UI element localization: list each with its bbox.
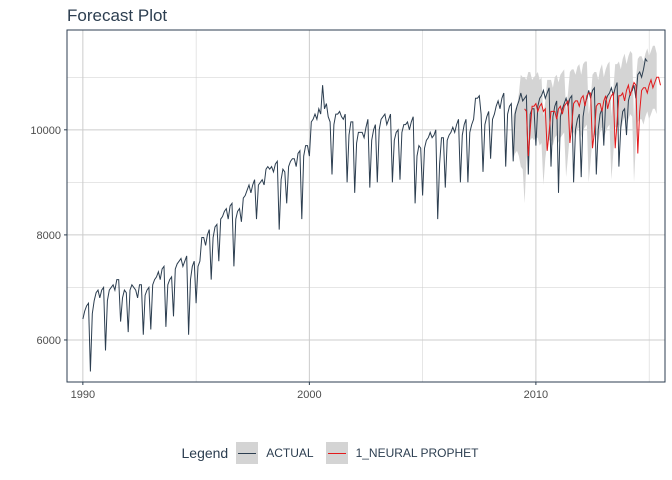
actual-series-line (82, 57, 648, 372)
y-tick-label: 10000 (30, 125, 61, 137)
forecast-plot: 6000 8000 10000 1990 2000 2010 (30, 29, 666, 401)
legend: Legend ACTUAL 1_NEURAL PROPHET (0, 442, 672, 464)
legend-key-actual (236, 442, 259, 464)
x-tick-label: 1990 (71, 389, 95, 401)
legend-label-forecast: 1_NEURAL PROPHET (355, 446, 479, 460)
plot-panel-border (66, 29, 666, 383)
legend-label-actual: ACTUAL (266, 446, 314, 460)
y-tick-label: 8000 (37, 230, 61, 242)
x-tick-label: 2000 (297, 389, 321, 401)
legend-title: Legend (181, 445, 229, 461)
forecast-series-line (524, 76, 661, 157)
confidence-band (513, 45, 657, 204)
y-tick-label: 6000 (37, 335, 61, 347)
x-tick-label: 2010 (524, 389, 548, 401)
chart-title: Forecast Plot (67, 6, 168, 25)
legend-key-forecast (325, 442, 348, 464)
axis-ticks: 6000 8000 10000 1990 2000 2010 (30, 125, 548, 401)
